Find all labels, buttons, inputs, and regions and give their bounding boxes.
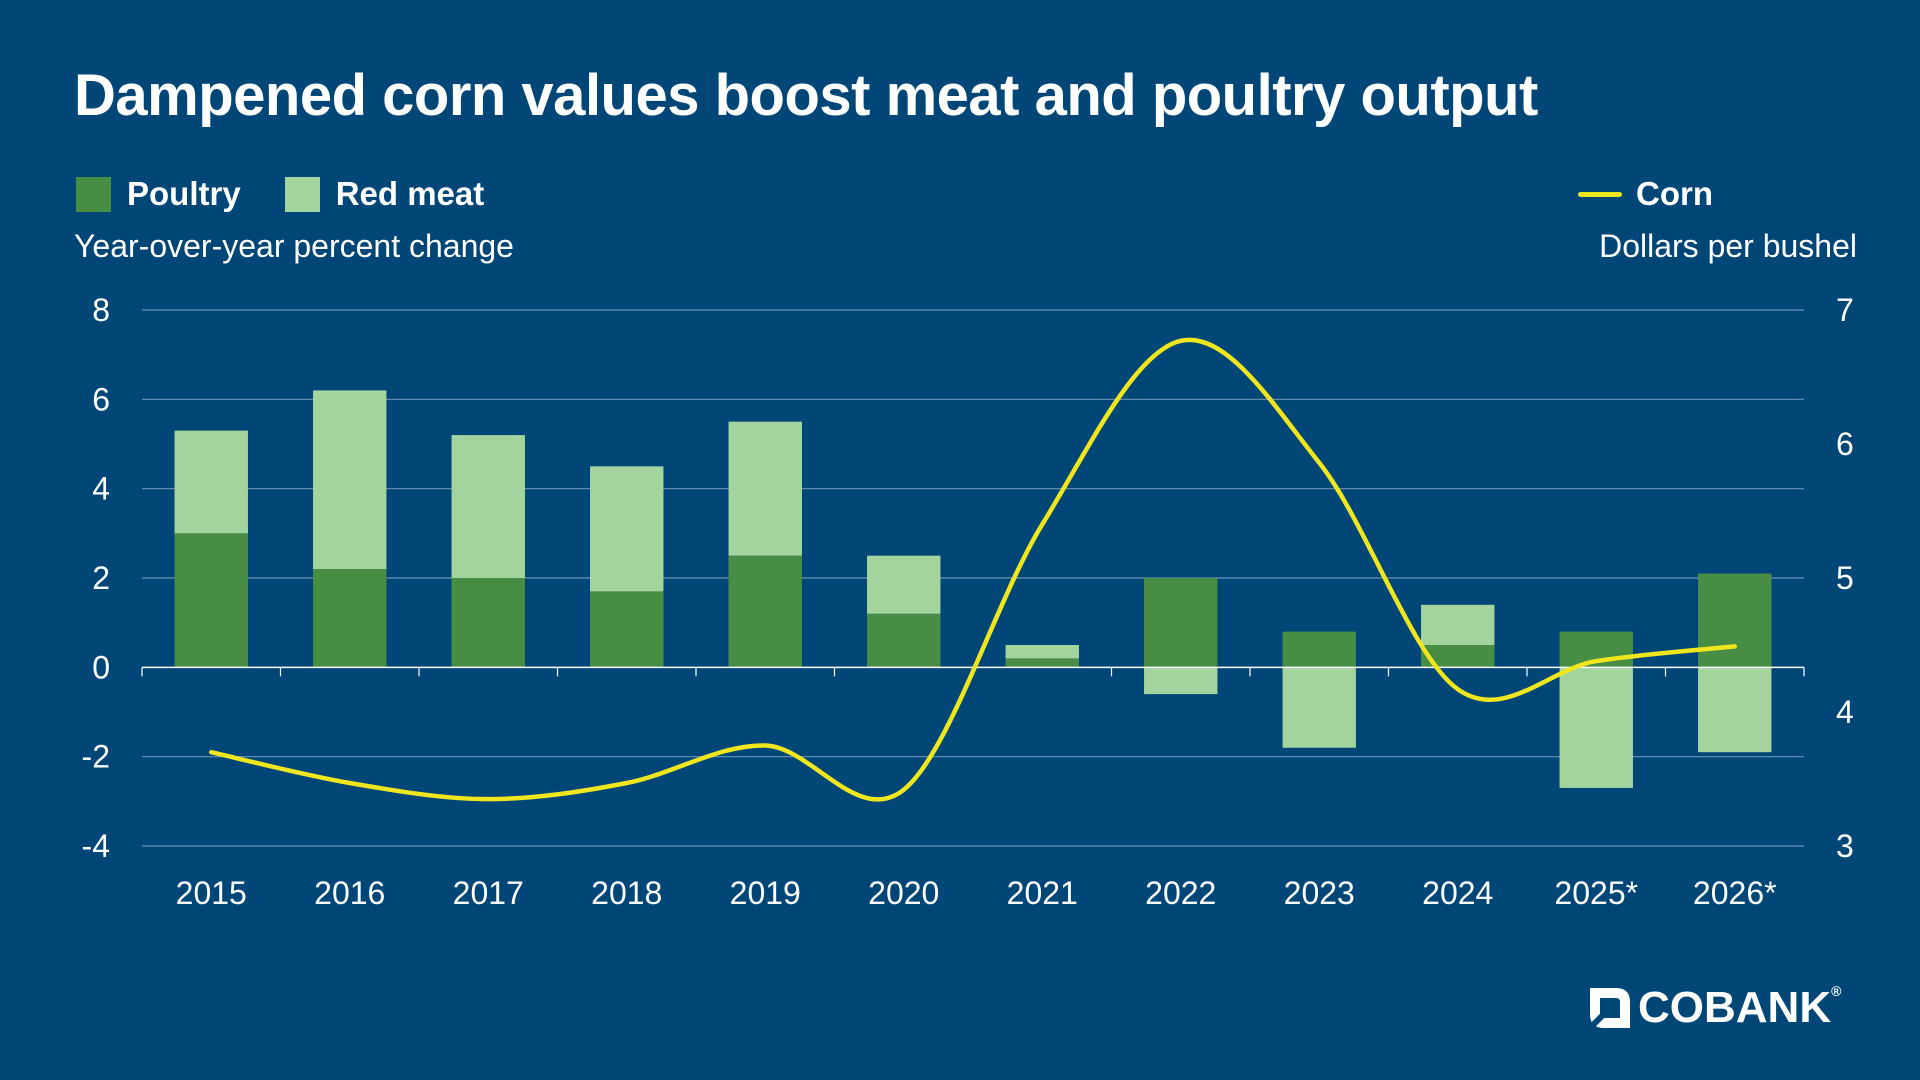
legend-item-poultry: Poultry <box>76 175 241 213</box>
bar-red-meat-2024 <box>1421 604 1495 645</box>
legend-label-corn: Corn <box>1636 175 1713 212</box>
bar-poultry-2015 <box>174 533 248 668</box>
legend-left: Poultry Red meat <box>76 172 528 216</box>
corn-line <box>209 337 1737 802</box>
legend-item-red-meat: Red meat <box>284 175 485 213</box>
x-tick-label: 2023 <box>1284 875 1355 911</box>
bar-poultry-2023 <box>1282 631 1356 668</box>
left-tick-label: 2 <box>92 560 110 596</box>
left-tick-label: -4 <box>82 828 110 864</box>
bar-poultry-2024 <box>1421 645 1495 668</box>
bar-red-meat-2017 <box>451 435 525 578</box>
right-tick-label: 4 <box>1836 694 1854 730</box>
bar-red-meat-2019 <box>728 421 802 556</box>
red-meat-swatch <box>284 176 320 212</box>
bar-poultry-2016 <box>313 569 387 668</box>
left-tick-label: 6 <box>92 381 110 417</box>
right-tick-label: 6 <box>1836 426 1854 462</box>
left-axis-label: Year-over-year percent change <box>74 228 514 264</box>
x-tick-label: 2022 <box>1145 875 1216 911</box>
right-tick-label: 7 <box>1836 292 1854 328</box>
legend-right: Corn <box>1578 172 1713 216</box>
bar-poultry-2020 <box>867 613 941 668</box>
right-tick-label: 5 <box>1836 560 1854 596</box>
bar-poultry-2022 <box>1144 578 1218 668</box>
x-tick-label: 2025* <box>1554 875 1638 911</box>
x-tick-label: 2020 <box>868 875 939 911</box>
bar-poultry-2021 <box>1005 658 1079 668</box>
x-tick-label: 2024 <box>1422 875 1493 911</box>
bar-poultry-2026 <box>1698 573 1772 668</box>
bar-red-meat-2020 <box>867 555 941 614</box>
right-tick-labels: 7 6 5 4 3 <box>1836 292 1854 864</box>
poultry-swatch <box>76 176 111 212</box>
bar-poultry-2019 <box>728 555 802 668</box>
left-tick-label: 4 <box>92 471 110 507</box>
cobank-logo: COBANK® <box>1588 982 1848 1034</box>
right-axis-label: Dollars per bushel <box>1599 228 1857 264</box>
x-tick-labels: 2015 2016 2017 2018 2019 2020 2021 2022 2023 2024… <box>176 875 1777 911</box>
legend-item-corn: Corn <box>1578 175 1713 213</box>
left-tick-label: 8 <box>92 292 110 328</box>
cobank-logo-mark-icon <box>1588 988 1630 1030</box>
bar-red-meat-2021 <box>1005 645 1079 659</box>
bar-red-meat-2015 <box>174 430 248 534</box>
corn-line-layer <box>209 337 1737 802</box>
bar-red-meat-2022 <box>1144 667 1218 695</box>
x-tick-label: 2021 <box>1007 875 1078 911</box>
bar-red-meat-2026 <box>1698 667 1772 753</box>
chart-title: Dampened corn values boost meat and poul… <box>74 63 1538 128</box>
bar-red-meat-2025 <box>1559 667 1633 788</box>
bar-poultry-2018 <box>590 591 664 668</box>
right-tick-label: 3 <box>1836 828 1854 864</box>
bar-red-meat-2018 <box>590 466 664 592</box>
cobank-logo-text: COBANK® <box>1638 983 1842 1032</box>
bar-red-meat-2016 <box>313 390 387 570</box>
bars <box>174 390 1772 788</box>
left-tick-label: 0 <box>92 649 110 685</box>
x-tick-label: 2015 <box>176 875 247 911</box>
legend-label-poultry: Poultry <box>127 175 241 212</box>
x-tick-label: 2019 <box>730 875 801 911</box>
bar-red-meat-2023 <box>1282 667 1356 748</box>
corn-line-swatch <box>1578 191 1622 197</box>
legend-label-red-meat: Red meat <box>335 175 485 212</box>
x-tick-label: 2018 <box>591 875 662 911</box>
x-tick-label: 2016 <box>314 875 385 911</box>
left-tick-labels: 8 6 4 2 0 -2 -4 <box>82 292 110 864</box>
x-tick-label: 2026* <box>1693 875 1777 911</box>
gridlines <box>142 309 1804 847</box>
x-tick-label: 2017 <box>453 875 524 911</box>
left-tick-label: -2 <box>82 739 110 775</box>
bar-poultry-2017 <box>451 578 525 668</box>
